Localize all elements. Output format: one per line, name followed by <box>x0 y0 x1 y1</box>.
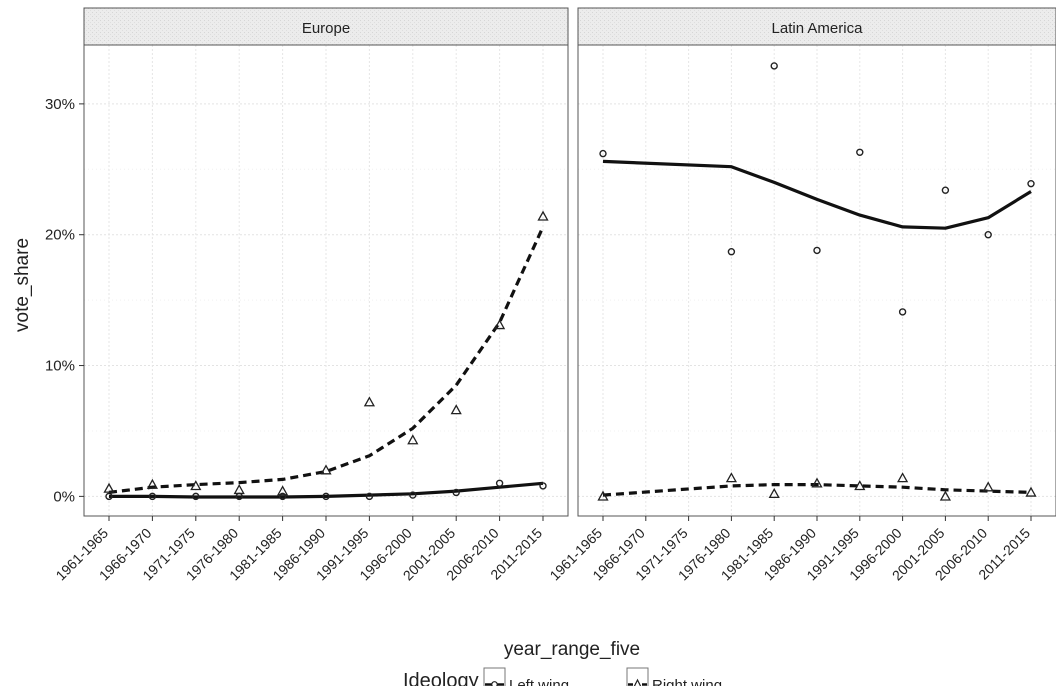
data-point <box>813 246 821 255</box>
y-axis-title: vote_share <box>12 238 33 332</box>
series-right-wing <box>597 472 1037 501</box>
legend-key <box>626 667 649 686</box>
legend-key <box>483 667 506 686</box>
gridlines <box>84 45 568 516</box>
data-point <box>725 472 738 483</box>
data-point <box>363 396 376 407</box>
data-point <box>452 488 460 497</box>
series-left-wing <box>599 62 1035 316</box>
data-point <box>941 186 950 194</box>
data-point <box>450 404 462 415</box>
data-point <box>599 149 607 158</box>
data-point <box>537 210 549 221</box>
legend-title: Ideology <box>403 670 479 686</box>
facet-strip <box>83 7 569 46</box>
data-point <box>1027 179 1035 188</box>
data-point <box>365 492 374 501</box>
panel-europe: Europe1961-19651966-19701971-19751976-19… <box>45 7 569 583</box>
data-point <box>103 482 115 493</box>
legend-label: Left wing <box>509 677 569 686</box>
series-right-wing <box>103 210 549 496</box>
panel-latin-america: Latin America1961-19651966-19701971-1975… <box>546 7 1056 583</box>
facet-strip-label: Latin America <box>772 20 864 37</box>
data-point <box>1025 486 1037 497</box>
data-point <box>276 485 289 496</box>
facet-strip-label: Europe <box>302 20 350 37</box>
data-point <box>146 478 159 489</box>
legend-marker <box>633 678 642 686</box>
legend-entry: Right wing <box>626 667 722 686</box>
data-point <box>597 490 609 501</box>
legend-entry: Left wing <box>483 667 569 686</box>
data-point <box>854 480 866 491</box>
y-tick-label: 0% <box>53 488 75 505</box>
trend-line <box>602 483 1032 497</box>
data-point <box>768 487 780 499</box>
data-point <box>856 148 864 156</box>
gridlines <box>578 45 1056 516</box>
data-point <box>407 434 419 445</box>
y-tick-label: 10% <box>45 358 75 375</box>
data-point <box>982 481 994 492</box>
data-point <box>896 472 909 483</box>
legend-marker <box>491 681 498 686</box>
trend-line <box>109 481 544 499</box>
data-point <box>539 482 547 490</box>
trend-line <box>602 159 1032 230</box>
data-point <box>984 231 992 239</box>
data-point <box>811 477 823 488</box>
data-point <box>278 492 287 501</box>
data-point <box>939 490 952 501</box>
data-point <box>320 464 332 475</box>
data-point <box>233 483 245 495</box>
data-point <box>727 248 736 256</box>
data-point <box>105 492 113 501</box>
legend: Ideology Left wing Right wing <box>403 667 722 686</box>
y-tick-label: 30% <box>45 96 75 113</box>
data-point <box>148 492 157 501</box>
data-point <box>192 492 200 501</box>
y-tick-label: 20% <box>45 227 75 244</box>
series-left-wing <box>105 479 547 501</box>
data-point <box>495 479 504 487</box>
trend-line <box>108 226 545 494</box>
data-point <box>322 492 330 501</box>
data-point <box>409 491 417 499</box>
data-point <box>898 308 907 316</box>
x-axis-title: year_range_five <box>504 639 640 660</box>
data-point <box>493 319 506 330</box>
data-point <box>190 480 202 491</box>
data-point <box>770 62 778 70</box>
legend-label: Right wing <box>652 677 722 686</box>
